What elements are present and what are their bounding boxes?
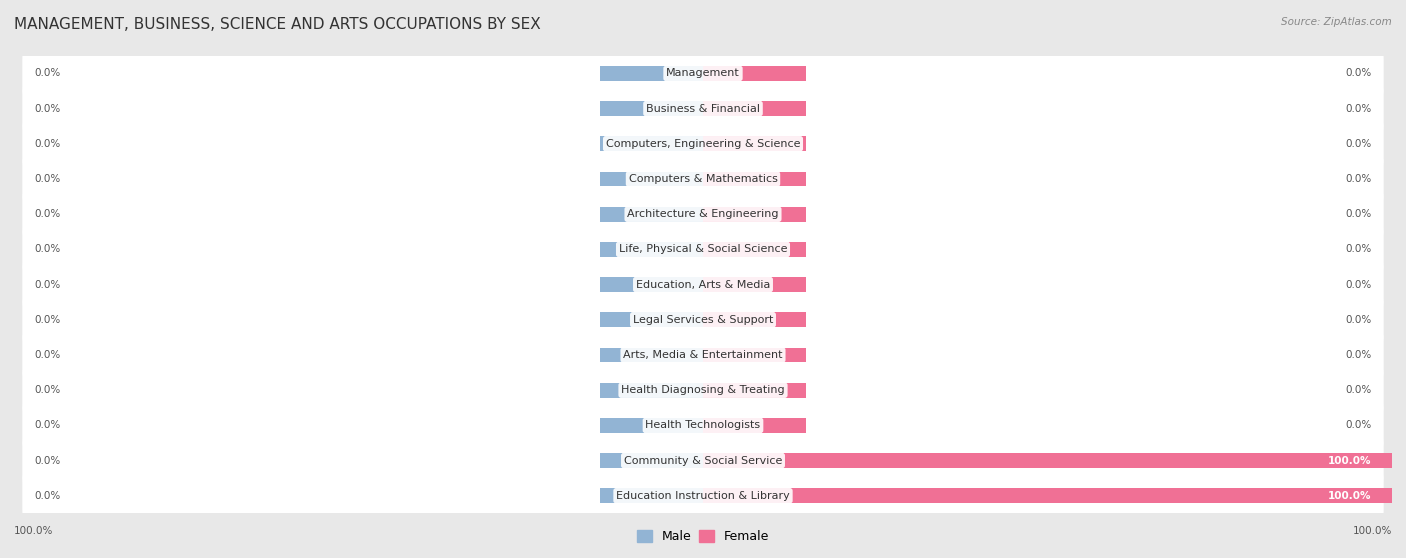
Bar (703, 207, 807, 222)
Bar (703, 242, 807, 257)
Bar (703, 66, 807, 81)
Text: Health Diagnosing & Treating: Health Diagnosing & Treating (621, 385, 785, 395)
Bar (599, 348, 703, 362)
FancyBboxPatch shape (22, 472, 1384, 520)
Text: Business & Financial: Business & Financial (645, 104, 761, 114)
Text: Computers & Mathematics: Computers & Mathematics (628, 174, 778, 184)
Bar (703, 383, 807, 397)
Text: 100.0%: 100.0% (14, 526, 53, 536)
Bar (703, 488, 1392, 503)
Text: Management: Management (666, 69, 740, 78)
Bar (703, 136, 807, 151)
Text: 0.0%: 0.0% (1346, 385, 1371, 395)
Text: 0.0%: 0.0% (1346, 350, 1371, 360)
Text: 0.0%: 0.0% (35, 69, 60, 78)
Text: Architecture & Engineering: Architecture & Engineering (627, 209, 779, 219)
Text: 0.0%: 0.0% (35, 350, 60, 360)
Text: MANAGEMENT, BUSINESS, SCIENCE AND ARTS OCCUPATIONS BY SEX: MANAGEMENT, BUSINESS, SCIENCE AND ARTS O… (14, 17, 541, 32)
Bar (599, 66, 703, 81)
Text: Computers, Engineering & Science: Computers, Engineering & Science (606, 139, 800, 149)
Bar (599, 101, 703, 116)
Bar (599, 207, 703, 222)
Bar (703, 312, 807, 327)
Text: Legal Services & Support: Legal Services & Support (633, 315, 773, 325)
Text: Education, Arts & Media: Education, Arts & Media (636, 280, 770, 290)
Bar (599, 453, 703, 468)
Text: Arts, Media & Entertainment: Arts, Media & Entertainment (623, 350, 783, 360)
Text: 0.0%: 0.0% (35, 420, 60, 430)
Text: Health Technologists: Health Technologists (645, 420, 761, 430)
Bar (599, 242, 703, 257)
Text: 0.0%: 0.0% (1346, 174, 1371, 184)
Text: 0.0%: 0.0% (1346, 209, 1371, 219)
Bar (599, 277, 703, 292)
FancyBboxPatch shape (22, 119, 1384, 168)
FancyBboxPatch shape (22, 366, 1384, 415)
Text: 0.0%: 0.0% (35, 455, 60, 465)
Text: Community & Social Service: Community & Social Service (624, 455, 782, 465)
Text: 0.0%: 0.0% (1346, 104, 1371, 114)
Bar (703, 101, 807, 116)
FancyBboxPatch shape (22, 155, 1384, 203)
Bar (703, 418, 807, 433)
FancyBboxPatch shape (22, 296, 1384, 344)
Text: 100.0%: 100.0% (1327, 455, 1371, 465)
Bar (599, 488, 703, 503)
Text: 0.0%: 0.0% (35, 491, 60, 501)
Bar (703, 453, 1392, 468)
Bar (599, 172, 703, 186)
Bar (703, 348, 807, 362)
Bar (599, 383, 703, 397)
Text: 100.0%: 100.0% (1327, 491, 1371, 501)
Bar (703, 172, 807, 186)
Text: 0.0%: 0.0% (35, 280, 60, 290)
Text: Education Instruction & Library: Education Instruction & Library (616, 491, 790, 501)
Text: 0.0%: 0.0% (35, 209, 60, 219)
FancyBboxPatch shape (22, 84, 1384, 133)
Bar (599, 312, 703, 327)
Text: 0.0%: 0.0% (1346, 244, 1371, 254)
Bar (703, 277, 807, 292)
FancyBboxPatch shape (22, 190, 1384, 238)
Text: 0.0%: 0.0% (1346, 139, 1371, 149)
Bar (599, 418, 703, 433)
Text: 0.0%: 0.0% (1346, 280, 1371, 290)
FancyBboxPatch shape (22, 331, 1384, 379)
Text: 0.0%: 0.0% (35, 104, 60, 114)
FancyBboxPatch shape (22, 260, 1384, 309)
Text: 0.0%: 0.0% (35, 139, 60, 149)
Text: 0.0%: 0.0% (35, 385, 60, 395)
Text: Life, Physical & Social Science: Life, Physical & Social Science (619, 244, 787, 254)
Text: 100.0%: 100.0% (1353, 526, 1392, 536)
Text: 0.0%: 0.0% (35, 244, 60, 254)
Text: 0.0%: 0.0% (1346, 420, 1371, 430)
Text: 0.0%: 0.0% (35, 315, 60, 325)
Text: Source: ZipAtlas.com: Source: ZipAtlas.com (1281, 17, 1392, 27)
Legend: Male, Female: Male, Female (631, 525, 775, 549)
FancyBboxPatch shape (22, 225, 1384, 273)
Text: 0.0%: 0.0% (1346, 69, 1371, 78)
FancyBboxPatch shape (22, 49, 1384, 98)
FancyBboxPatch shape (22, 436, 1384, 485)
Text: 0.0%: 0.0% (1346, 315, 1371, 325)
FancyBboxPatch shape (22, 401, 1384, 450)
Text: 0.0%: 0.0% (35, 174, 60, 184)
Bar (599, 136, 703, 151)
